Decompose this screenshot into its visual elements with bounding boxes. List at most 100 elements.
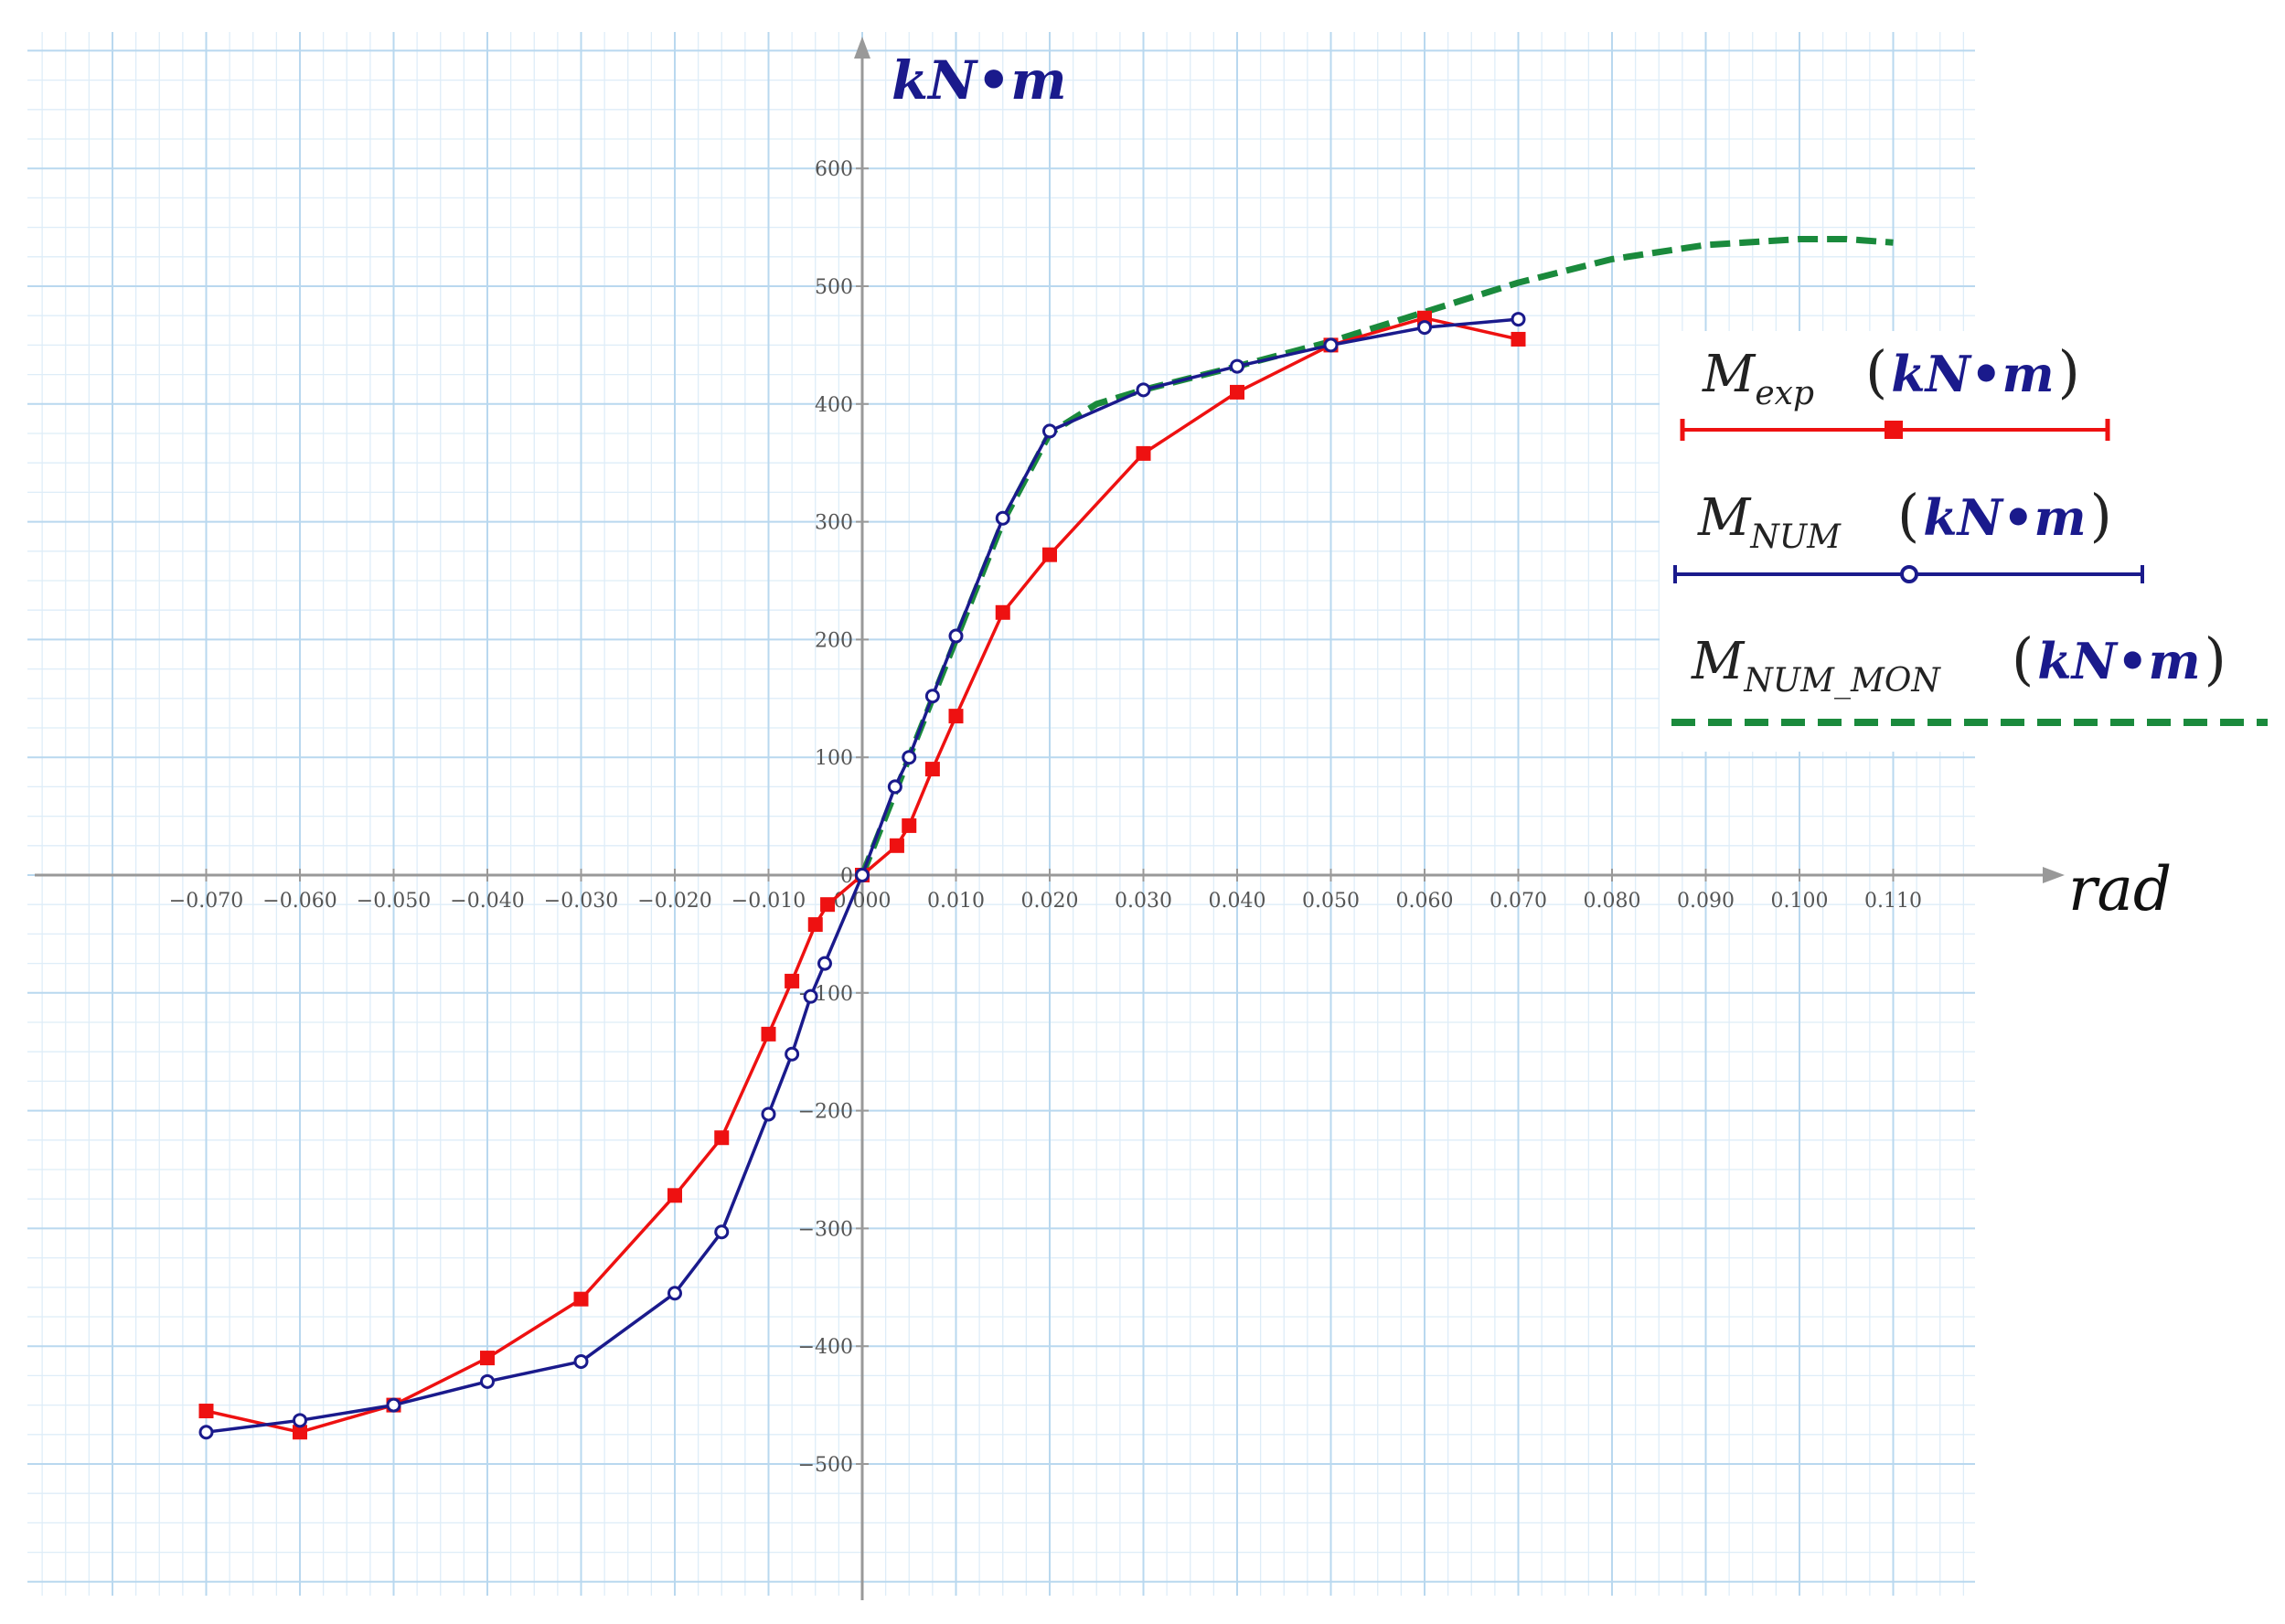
x-tick-label: −0.010 (731, 890, 806, 913)
x-tick-label: 0.050 (1302, 890, 1360, 913)
legend-num-paren-close: ) (2090, 482, 2112, 549)
x-tick-label: 0.020 (1021, 890, 1079, 913)
legend: Mexp (kN•m) MNUM (kN•m) MNUM_MON (1660, 331, 2272, 752)
x-tick-label: −0.030 (544, 890, 618, 913)
data-point-num (573, 1353, 589, 1369)
svg-text:(kN•m): (kN•m) (1865, 338, 2080, 405)
data-point-exp (714, 1130, 730, 1146)
data-point-num (1511, 312, 1526, 327)
data-point-exp (820, 897, 836, 913)
legend-num-mon-sub: NUM_MON (1743, 662, 1941, 700)
data-point-num (198, 1425, 214, 1440)
data-point-num (386, 1397, 401, 1413)
x-tick-label: 0.100 (1771, 890, 1829, 913)
data-point-exp (924, 762, 940, 777)
x-tick-label: −0.050 (357, 890, 431, 913)
x-tick-label: 0.040 (1209, 890, 1266, 913)
legend-num-mon-paren-close: ) (2205, 625, 2226, 692)
data-point-exp (667, 1188, 682, 1203)
data-point-num (817, 956, 832, 971)
x-axis-arrow (2043, 867, 2065, 883)
legend-num-main: M (1697, 488, 1752, 548)
data-point-num (1417, 320, 1432, 336)
series-layer (198, 236, 1894, 1440)
y-tick-label: −300 (798, 1218, 853, 1241)
legend-num-paren-open: ( (1897, 482, 1919, 549)
data-point-exp (198, 1404, 214, 1419)
data-point-exp (948, 709, 964, 724)
x-tick-label: 0.070 (1490, 890, 1547, 913)
x-tick-label: 0.010 (927, 890, 985, 913)
legend-exp-paren-close: ) (2058, 338, 2080, 405)
data-point-exp (1042, 547, 1057, 562)
x-tick-label: 0.030 (1115, 890, 1172, 913)
data-point-exp (995, 604, 1010, 620)
y-tick-label: 200 (815, 629, 853, 652)
y-tick-label: −400 (798, 1336, 853, 1359)
data-point-num (480, 1373, 495, 1389)
data-point-num (1042, 423, 1057, 439)
axes (35, 37, 2065, 1600)
data-point-num (293, 1413, 307, 1428)
legend-num-marker (1900, 565, 1918, 583)
legend-num-mon-paren-open: ( (2012, 625, 2034, 692)
data-point-exp (1230, 384, 1244, 400)
data-point-exp (1136, 445, 1151, 461)
y-tick-label: 100 (815, 747, 853, 770)
legend-item-exp: Mexp (kN•m) (1680, 338, 2110, 441)
series-1 (198, 312, 1526, 1440)
legend-exp-sub: exp (1755, 375, 1814, 412)
x-tick-label: 0.000 (834, 890, 892, 913)
y-axis-title: kN•m (892, 49, 1067, 112)
data-point-exp (293, 1425, 307, 1440)
legend-item-num: MNUM (kN•m) (1673, 482, 2144, 583)
data-point-num (887, 779, 902, 795)
x-tick-label: 0.090 (1677, 890, 1735, 913)
series-line-2 (859, 236, 1894, 877)
data-point-num (761, 1106, 776, 1122)
data-point-num (1230, 358, 1244, 374)
data-point-exp (761, 1026, 776, 1042)
y-tick-label: 500 (815, 276, 853, 299)
x-axis-title: rad (2068, 854, 2172, 924)
data-point-exp (807, 917, 823, 933)
legend-num-unit: kN•m (1923, 488, 2086, 547)
data-point-exp (1511, 331, 1526, 347)
legend-exp-marker (1885, 421, 1903, 439)
y-tick-label: 600 (815, 158, 853, 181)
data-point-num (803, 988, 818, 1004)
data-point-exp (480, 1351, 495, 1366)
x-tick-label: 0.060 (1396, 890, 1454, 913)
y-tick-label: −200 (798, 1101, 853, 1124)
svg-text:MNUM_MON: MNUM_MON (1691, 632, 1941, 700)
data-point-num (902, 750, 917, 765)
data-point-num (855, 868, 870, 882)
x-tick-label: −0.070 (169, 890, 243, 913)
legend-num-mon-main: M (1691, 632, 1746, 691)
y-tick-label: −500 (798, 1454, 853, 1477)
svg-text:(kN•m): (kN•m) (2012, 625, 2226, 692)
legend-exp-unit: kN•m (1891, 345, 2054, 403)
data-point-num (924, 689, 940, 704)
legend-background (1660, 331, 2272, 752)
svg-text:(kN•m): (kN•m) (1897, 482, 2112, 549)
data-point-num (995, 510, 1010, 526)
data-point-num (948, 628, 964, 644)
legend-num-mon-unit: kN•m (2037, 632, 2200, 690)
data-point-exp (573, 1291, 589, 1307)
legend-exp-paren-open: ( (1865, 338, 1887, 405)
grid-minor (27, 32, 1975, 1596)
y-tick-label: 400 (815, 394, 853, 417)
data-point-num (1136, 382, 1151, 398)
data-point-num (785, 1046, 800, 1062)
data-point-num (667, 1286, 682, 1301)
data-point-exp (889, 838, 904, 853)
y-axis-arrow (854, 37, 870, 59)
x-tick-label: −0.040 (450, 890, 524, 913)
legend-num-sub: NUM (1749, 518, 1842, 556)
svg-text:Mexp: Mexp (1702, 345, 1814, 412)
x-tick-label: −0.020 (637, 890, 711, 913)
x-tick-label: 0.110 (1864, 890, 1922, 913)
legend-exp-main: M (1702, 345, 1756, 404)
